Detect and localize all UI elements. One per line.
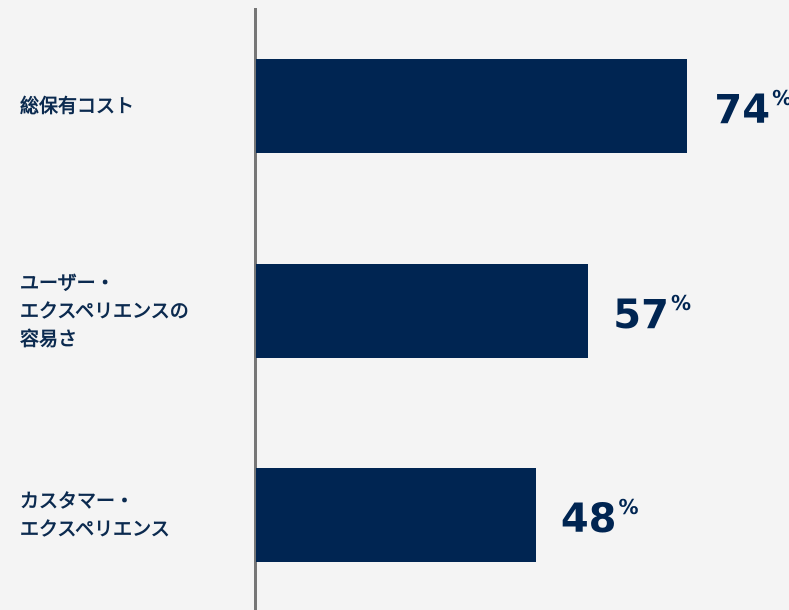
category-label-line: エクスペリエンスの xyxy=(20,300,189,322)
data-label-value: 57 xyxy=(613,292,669,338)
category-label: ユーザー・エクスペリエンスの 容易さ xyxy=(20,269,250,353)
data-label: 74% xyxy=(714,88,789,130)
category-label-line: 総保有コスト xyxy=(20,95,135,117)
data-label-unit: % xyxy=(618,495,639,519)
data-label-value: 74 xyxy=(714,87,771,133)
category-label-line: 容易さ xyxy=(20,328,78,350)
data-label-unit: % xyxy=(670,291,692,315)
data-label-value: 48 xyxy=(560,496,617,542)
category-label-line: ユーザー・ xyxy=(20,272,115,294)
bar xyxy=(256,59,688,153)
category-label-line: エクスペリエンス xyxy=(20,518,170,540)
category-label: 総保有コスト xyxy=(20,92,250,120)
data-label: 48% xyxy=(561,497,639,539)
data-label-unit: % xyxy=(772,86,789,110)
y-axis-line xyxy=(254,8,257,610)
data-label: 57% xyxy=(613,293,691,335)
category-label-line: カスタマー・ xyxy=(20,490,135,512)
bar xyxy=(256,264,589,358)
bar xyxy=(256,468,536,562)
category-label: カスタマー・エクスペリエンス xyxy=(20,487,250,543)
